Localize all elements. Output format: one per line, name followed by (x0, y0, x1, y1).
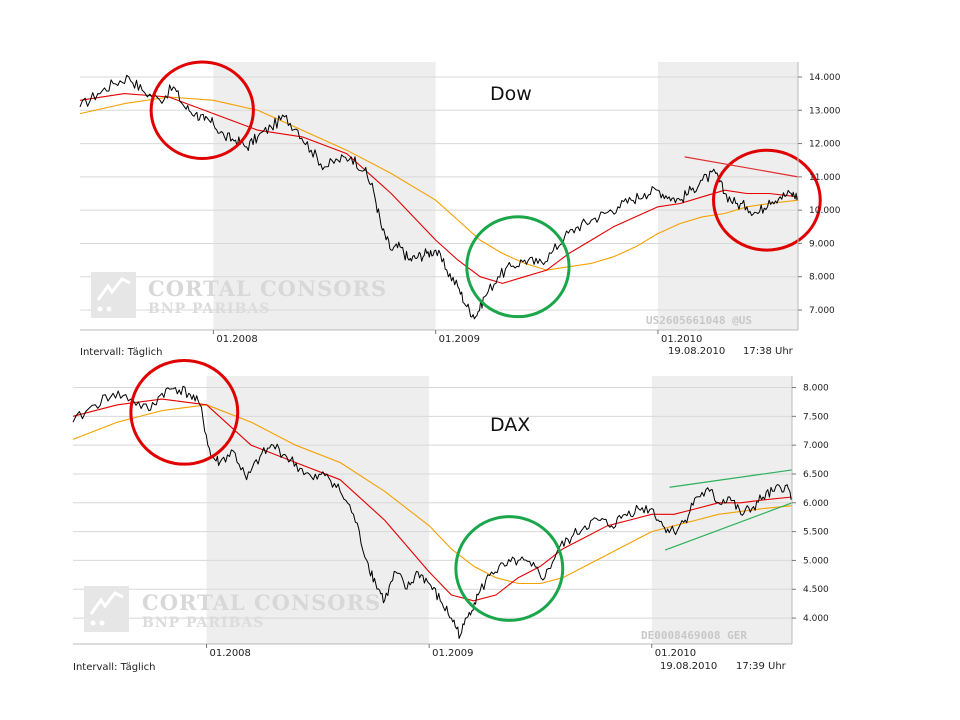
dow-y-tick-label: 13.000 (809, 106, 841, 116)
watermark-line2: BNP PARIBAS (148, 301, 270, 317)
dax-x-tick-label: 01.2009 (432, 648, 473, 659)
dax-y-tick-label: 7.000 (803, 441, 829, 451)
dax-isin-label: DE0008469008 GER (641, 629, 747, 642)
dow-x-tick-label: 01.2010 (661, 334, 702, 345)
dax-y-tick-label: 6.500 (803, 470, 829, 480)
dax-moving-average-long-line (72, 404, 793, 585)
dax-y-tick-label: 5.500 (803, 528, 829, 538)
dow-timestamp-date: 19.08.2010 (668, 346, 726, 357)
dow-price-line (79, 74, 799, 320)
dax-green-trend-line (669, 469, 793, 488)
dow-shaded-year-1 (657, 62, 798, 330)
dax-y-tick-label: 5.000 (803, 556, 829, 566)
watermark-line1: CORTAL CONSORS (142, 590, 381, 615)
dax-y-tick-label: 6.000 (803, 499, 829, 509)
dow-x-tick-label: 01.2008 (216, 334, 257, 345)
dow-y-tick-label: 7.000 (809, 306, 835, 316)
watermark-line2: BNP PARIBAS (142, 615, 264, 631)
dow-x-tick-label: 01.2009 (439, 334, 480, 345)
dax-price-line (72, 385, 793, 639)
cortal-consors-watermark: CORTAL CONSORS BNP PARIBAS (91, 272, 387, 318)
dow-chart-title: Dow (490, 83, 532, 105)
dow-red-highlight-circle (712, 148, 822, 252)
dax-timestamp-date: 19.08.2010 (660, 661, 718, 672)
dax-timestamp-time: 17:39 Uhr (736, 661, 786, 672)
dow-moving-average-short-line (79, 93, 799, 284)
cortal-consors-watermark: CORTAL CONSORS BNP PARIBAS (84, 586, 381, 632)
dax-chart-svg: CORTAL CONSORS BNP PARIBAS 8.000 7.500 7.0… (72, 358, 829, 659)
dow-y-tick-label: 12.000 (809, 140, 841, 150)
dow-green-highlight-circle (465, 215, 571, 319)
dow-interval-label: Intervall: Täglich (80, 347, 163, 358)
dow-red-trend-line (684, 156, 799, 178)
dax-y-tick-label: 4.000 (803, 614, 829, 624)
dow-y-tick-label: 8.000 (809, 273, 835, 283)
dax-chart-title: DAX (490, 414, 530, 436)
dax-y-tick-label: 4.500 (803, 585, 829, 595)
dow-y-tick-label: 9.000 (809, 239, 835, 249)
dax-green-highlight-circle (454, 515, 565, 622)
dow-y-tick-label: 11.000 (809, 173, 841, 183)
dax-interval-label: Intervall: Täglich (73, 662, 156, 673)
dax-red-highlight-circle (129, 358, 240, 466)
dow-shaded-year-0 (213, 62, 436, 330)
dax-moving-average-short-line (72, 398, 793, 602)
dax-y-tick-label: 8.000 (803, 384, 829, 394)
dow-timestamp-time: 17:38 Uhr (743, 346, 793, 357)
dow-chart-svg: CORTAL CONSORS BNP PARIBAS 14.000 13.000 1… (79, 60, 841, 345)
dax-shaded-year-0 (206, 376, 430, 644)
dow-red-highlight-circle (149, 60, 255, 161)
dax-chart: CORTAL CONSORS BNP PARIBAS 8.000 7.500 7.0… (0, 358, 960, 720)
dow-moving-average-long-line (79, 96, 799, 271)
dow-isin-label: US2605661048 @US (646, 314, 752, 327)
dax-y-tick-label: 7.500 (803, 412, 829, 422)
dow-chart: CORTAL CONSORS BNP PARIBAS 14.000 13.000 1… (79, 60, 841, 358)
watermark-line1: CORTAL CONSORS (148, 276, 387, 301)
dax-green-trend-line (664, 502, 793, 551)
dax-shaded-year-1 (651, 376, 792, 644)
dax-x-tick-label: 01.2010 (655, 648, 696, 659)
dow-y-tick-label: 10.000 (809, 206, 841, 216)
dax-x-tick-label: 01.2008 (210, 648, 251, 659)
dow-y-tick-label: 14.000 (809, 73, 841, 83)
